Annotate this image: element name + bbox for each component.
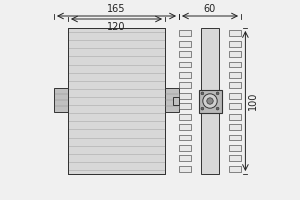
Bar [201,28,219,174]
Bar [179,72,191,78]
Bar [179,155,191,161]
Circle shape [201,107,204,110]
Bar [179,51,191,57]
Bar [68,28,165,174]
Circle shape [216,92,219,95]
Bar [165,88,179,112]
Bar [229,155,241,161]
Bar [229,166,241,172]
Bar [68,28,165,174]
Bar [199,90,221,112]
Bar [229,41,241,47]
Circle shape [203,94,217,108]
Bar [179,103,191,109]
Bar [229,62,241,67]
Bar [229,114,241,120]
Bar [229,135,241,140]
Bar [179,82,191,88]
Bar [229,103,241,109]
Text: 60: 60 [204,4,216,14]
Bar [54,88,68,112]
Bar [179,166,191,172]
Bar [229,72,241,78]
Bar [179,62,191,67]
Bar [179,114,191,120]
Bar [173,97,179,105]
Bar [229,51,241,57]
Circle shape [216,107,219,110]
Bar [179,124,191,130]
Bar [229,82,241,88]
Bar [229,145,241,151]
Text: 120: 120 [107,22,126,32]
Circle shape [201,92,204,95]
Bar [179,93,191,99]
Bar [179,41,191,47]
Bar [229,124,241,130]
Bar [179,135,191,140]
Bar [229,93,241,99]
Text: 165: 165 [107,4,126,14]
Bar [179,145,191,151]
Circle shape [207,98,213,104]
Bar [229,30,241,36]
Bar [179,30,191,36]
Text: 100: 100 [248,92,258,110]
